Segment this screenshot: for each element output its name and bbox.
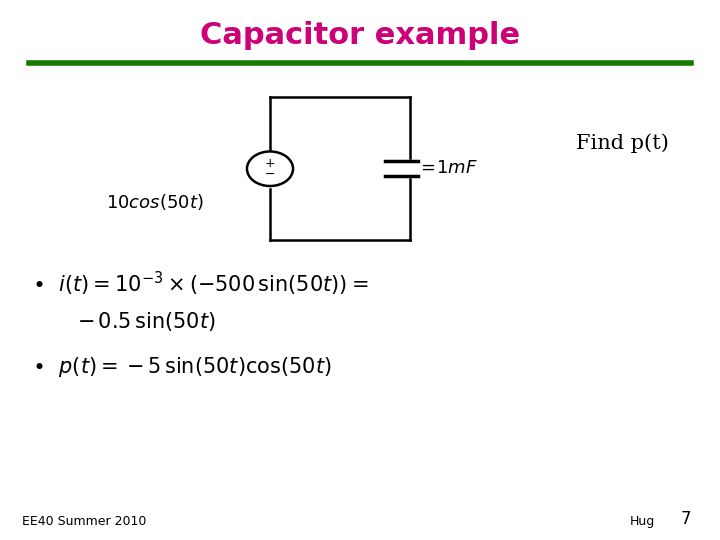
Text: $\!=\!1mF$: $\!=\!1mF$: [420, 159, 478, 177]
Text: $\bullet\ \ i(t) = 10^{-3} \times (-500\,\sin(50t)) =$: $\bullet\ \ i(t) = 10^{-3} \times (-500\…: [32, 269, 369, 298]
Text: $\bullet\ \ p(t) = -5\,\sin(50t)\cos(50t)$: $\bullet\ \ p(t) = -5\,\sin(50t)\cos(50t…: [32, 355, 332, 379]
Text: Capacitor example: Capacitor example: [200, 21, 520, 50]
Text: −: −: [265, 167, 275, 181]
Text: 7: 7: [680, 510, 691, 528]
Text: EE40 Summer 2010: EE40 Summer 2010: [22, 515, 146, 528]
Text: $10cos(50t)$: $10cos(50t)$: [106, 192, 204, 213]
Text: $-\,0.5\,\sin(50t)$: $-\,0.5\,\sin(50t)$: [77, 310, 216, 333]
Text: +: +: [265, 157, 275, 171]
Text: Find p(t): Find p(t): [576, 133, 669, 153]
Circle shape: [247, 151, 293, 186]
Text: Hug: Hug: [630, 515, 655, 528]
